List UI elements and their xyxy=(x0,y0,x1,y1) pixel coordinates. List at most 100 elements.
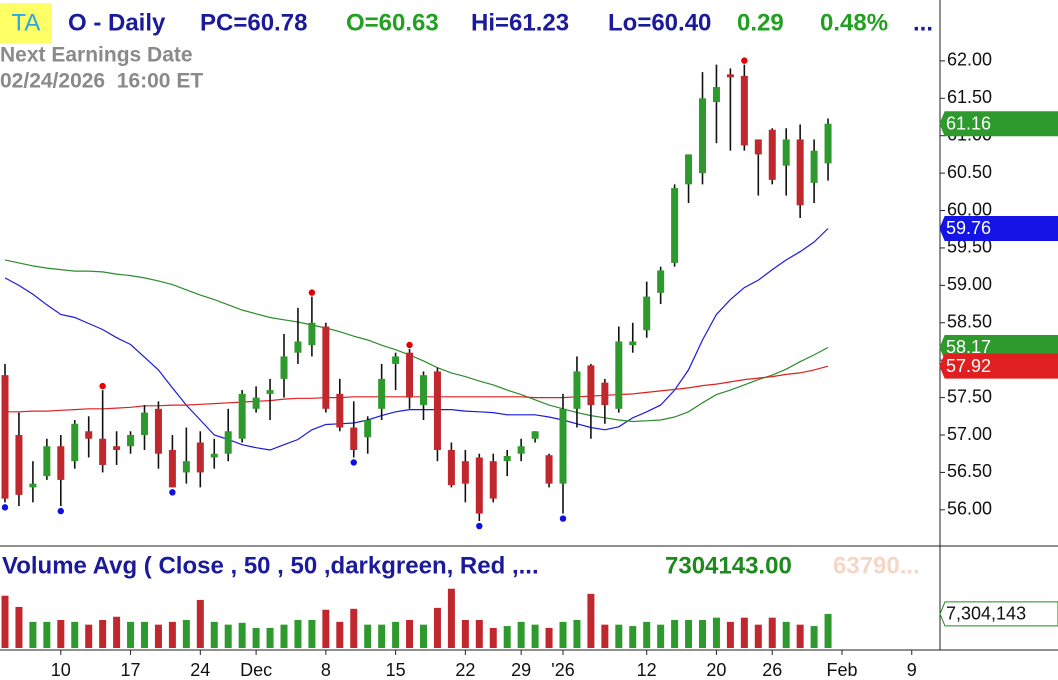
high: Hi=61.23 xyxy=(471,9,569,36)
volume-value: 7304143.00 xyxy=(665,552,792,579)
candle-body xyxy=(85,431,93,439)
candle-body xyxy=(141,412,148,436)
candle-body xyxy=(57,446,65,480)
candle-body xyxy=(364,420,372,438)
volume-bar xyxy=(350,608,358,648)
candle-body xyxy=(824,123,832,164)
candle-body xyxy=(113,446,121,450)
pivot-high xyxy=(308,289,316,296)
volume-bar xyxy=(406,620,414,648)
volume-bar xyxy=(629,626,637,648)
moving-average-line xyxy=(5,365,829,413)
candle-body xyxy=(1,375,9,499)
volume-bar xyxy=(712,617,720,648)
y-tick-label: 59.00 xyxy=(947,274,992,294)
x-tick-label: 29 xyxy=(511,660,531,680)
candle-body xyxy=(740,75,748,146)
candle-body xyxy=(252,397,260,409)
change-pct: 0.48% xyxy=(820,9,888,36)
x-tick-label: 20 xyxy=(706,660,726,680)
volume-bar xyxy=(657,624,665,648)
volume-bar xyxy=(447,588,455,648)
volume-title: Volume Avg ( Close , 50 , 50 ,darkgreen,… xyxy=(2,552,539,579)
volume-bar xyxy=(573,620,581,648)
change: 0.29 xyxy=(737,9,784,36)
x-tick-label: 12 xyxy=(637,660,657,680)
volume-bar xyxy=(754,624,762,648)
y-tick-label: 56.50 xyxy=(947,461,992,481)
candle-body xyxy=(559,408,567,484)
y-tick-label: 60.50 xyxy=(947,162,992,182)
candle-body xyxy=(489,461,497,499)
low: Lo=60.40 xyxy=(608,9,711,36)
candle-body xyxy=(796,139,804,206)
volume-bar xyxy=(782,621,790,648)
volume-bar xyxy=(615,624,623,648)
candle-body xyxy=(503,455,511,462)
pivot-high xyxy=(741,57,748,64)
line-tag: 58.17 xyxy=(946,337,991,357)
line-tag: 59.76 xyxy=(946,218,991,238)
candle-body xyxy=(447,449,455,486)
volume-bar xyxy=(336,621,344,648)
volume-bar xyxy=(308,620,316,648)
x-tick-label: 9 xyxy=(907,660,917,680)
volume-bar xyxy=(378,624,386,648)
candle-body xyxy=(127,435,135,447)
earnings-date: 02/24/2026 16:00 ET xyxy=(0,70,203,93)
symbol: O - Daily xyxy=(68,9,166,36)
candle-body xyxy=(238,393,246,439)
pivot-low xyxy=(1,504,9,511)
pivot-low xyxy=(476,522,483,530)
volume-bar xyxy=(71,621,79,648)
volume-bar xyxy=(768,617,776,648)
candle-body xyxy=(643,296,651,331)
x-tick-label: 22 xyxy=(455,660,475,680)
volume-bar xyxy=(238,622,246,648)
y-tick-label: 56.00 xyxy=(947,499,992,519)
volume-bar xyxy=(182,620,190,648)
volume-bar xyxy=(280,624,288,648)
volume-bar xyxy=(420,624,427,648)
candle-body xyxy=(15,435,23,495)
x-tick-label: Dec xyxy=(240,660,272,680)
volume-bar xyxy=(252,627,260,648)
close-tag: 61.16 xyxy=(946,113,991,133)
candle-body xyxy=(420,375,427,406)
volume-bar xyxy=(810,626,818,648)
moving-average-line xyxy=(4,228,829,451)
volume-avg: 63790... xyxy=(833,552,920,579)
candle-body xyxy=(336,393,344,428)
y-tick-label: 61.50 xyxy=(947,87,992,107)
candle-body xyxy=(517,446,525,454)
candle-body xyxy=(294,341,302,353)
candle-body xyxy=(629,341,637,346)
candle-body xyxy=(810,150,818,183)
line-tag: 57.92 xyxy=(946,356,991,376)
candle-body xyxy=(601,382,609,406)
moving-average-line xyxy=(4,259,829,423)
y-tick-label: 57.00 xyxy=(947,424,992,444)
candle-body xyxy=(280,356,288,379)
candle-body xyxy=(573,371,581,409)
volume-bar xyxy=(433,607,441,648)
volume-bar xyxy=(210,621,218,648)
volume-bar xyxy=(57,620,65,648)
volume-bar xyxy=(266,627,274,648)
volume-bar xyxy=(294,620,302,648)
candle-body xyxy=(531,431,539,439)
volume-bar xyxy=(99,620,107,648)
volume-bar xyxy=(545,627,553,648)
volume-bar xyxy=(168,621,176,648)
close-tag-box xyxy=(939,111,1058,137)
volume-bar xyxy=(559,621,567,648)
candle-body xyxy=(392,356,400,364)
candle-body xyxy=(196,442,204,473)
candle-body xyxy=(210,453,218,458)
x-tick-label: 17 xyxy=(121,660,141,680)
earnings-label: Next Earnings Date xyxy=(0,44,193,67)
y-tick-label: 58.50 xyxy=(947,312,992,332)
volume-bar xyxy=(127,621,135,648)
candle-body xyxy=(475,457,483,514)
